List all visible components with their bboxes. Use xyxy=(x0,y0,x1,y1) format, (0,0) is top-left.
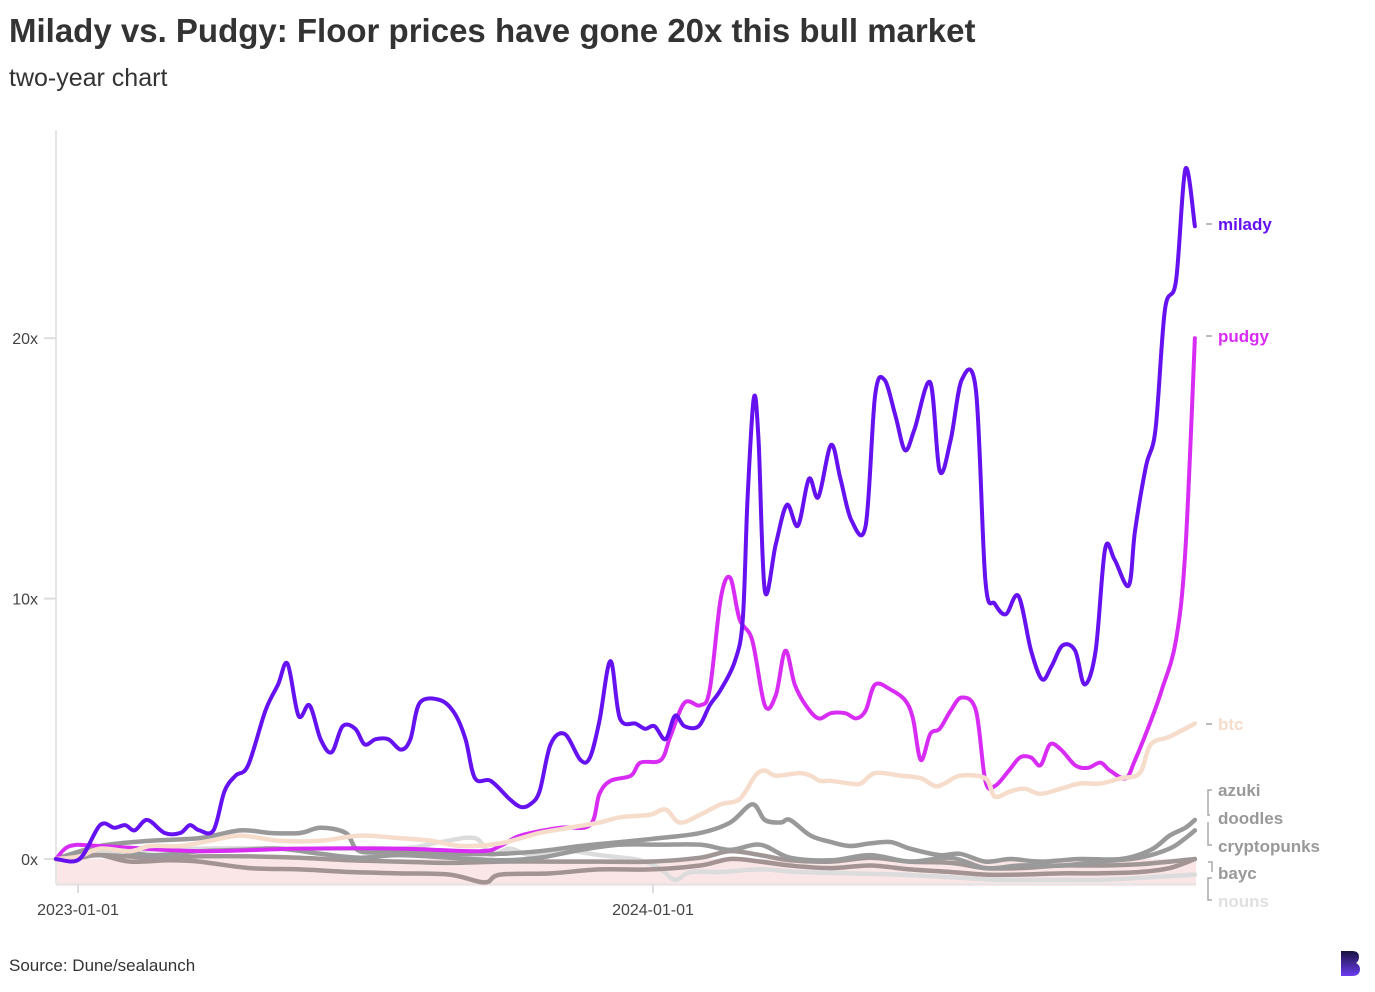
series-label-btc: btc xyxy=(1218,715,1244,734)
series-label-doodles: doodles xyxy=(1218,809,1283,828)
chart-title: Milady vs. Pudgy: Floor prices have gone… xyxy=(9,12,976,49)
y-tick-label: 10x xyxy=(12,592,38,609)
series-label-cryptopunks: cryptopunks xyxy=(1218,837,1320,856)
bracket-azuki-doodles xyxy=(1207,789,1212,816)
x-tick-label: 2023-01-01 xyxy=(37,902,119,919)
series-line-milady xyxy=(53,166,1197,864)
series-line-pudgy xyxy=(53,336,1197,861)
series-label-nouns: nouns xyxy=(1218,892,1269,911)
brand-logo-icon xyxy=(1341,951,1360,976)
bracket-cryptopunks xyxy=(1207,822,1212,846)
series-line-bayc xyxy=(53,852,1198,885)
series-line-btc xyxy=(53,721,1198,862)
bracket-bayc xyxy=(1208,861,1213,872)
y-tick-label: 20x xyxy=(12,331,38,348)
series-label-azuki: azuki xyxy=(1218,781,1261,800)
series-line-azuki xyxy=(53,802,1198,864)
series-label-pudgy: pudgy xyxy=(1218,327,1270,346)
source-note: Source: Dune/sealaunch xyxy=(9,956,196,975)
series-label-bayc: bayc xyxy=(1218,864,1257,883)
x-tick-label: 2024-01-01 xyxy=(612,902,694,919)
y-tick-label: 0x xyxy=(21,852,38,869)
bracket-nouns xyxy=(1207,877,1212,901)
chart-subtitle: two-year chart xyxy=(9,64,168,92)
series-label-milady: milady xyxy=(1218,215,1272,234)
